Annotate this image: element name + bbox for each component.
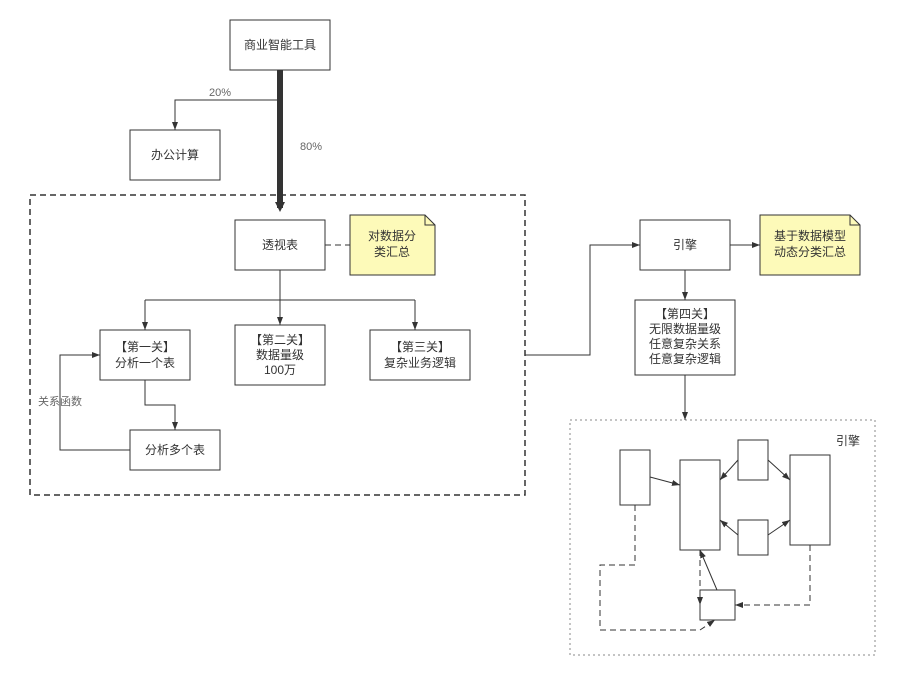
- sub-edge-5: [768, 520, 790, 535]
- sub-edge-3: [768, 460, 790, 480]
- sub-edge-4: [720, 520, 738, 535]
- sub-box-3: [738, 520, 768, 555]
- node-lvl1: [100, 330, 190, 380]
- sub-edge-1: [650, 477, 680, 485]
- sub-label: 引擎: [836, 433, 860, 448]
- edge-label-80: 80%: [300, 141, 322, 153]
- node-lvl4-line1: 【第四关】: [655, 307, 715, 321]
- node-multi-label: 分析多个表: [145, 443, 205, 457]
- node-lvl4-line4: 任意复杂逻辑: [649, 351, 721, 366]
- node-lvl4-line3: 任意复杂关系: [649, 336, 721, 351]
- node-lvl1-line1: 【第一关】: [115, 340, 175, 354]
- node-top-label: 商业智能工具: [244, 37, 316, 52]
- note-1-line2: 类汇总: [374, 245, 410, 259]
- sub-box-0: [620, 450, 650, 505]
- node-lvl4-line2: 无限数据量级: [649, 321, 721, 336]
- sub-box-4: [790, 455, 830, 545]
- node-lvl2-line1: 【第二关】: [250, 333, 310, 347]
- edge-label-20: 20%: [209, 87, 231, 99]
- edge-group-engine: [525, 245, 640, 355]
- note-2-line2: 动态分类汇总: [774, 245, 846, 259]
- node-lvl2-line3: 100万: [264, 363, 296, 377]
- flowchart-canvas: 商业智能工具 办公计算 20% 80% 透视表 对数据分 类汇总 【第一关】 分…: [0, 0, 912, 695]
- node-lvl1-line2: 分析一个表: [115, 356, 175, 370]
- node-pivot-label: 透视表: [262, 237, 298, 252]
- node-engine-label: 引擎: [673, 237, 697, 252]
- edge-top-office: [175, 70, 280, 130]
- node-lvl3: [370, 330, 470, 380]
- node-lvl3-line2: 复杂业务逻辑: [384, 355, 456, 370]
- sub-edge-2: [720, 460, 738, 480]
- node-office-label: 办公计算: [151, 147, 199, 162]
- node-lvl3-line1: 【第三关】: [390, 340, 450, 354]
- node-lvl2-line2: 数据量级: [256, 347, 304, 362]
- relfn-label: 关系函数: [38, 394, 82, 408]
- note-1-line1: 对数据分: [368, 228, 416, 243]
- sub-box-5: [700, 590, 735, 620]
- sub-edge-6: [700, 550, 717, 590]
- edge-lvl1-multi: [145, 380, 175, 430]
- sub-box-1: [680, 460, 720, 550]
- note-2-line1: 基于数据模型: [774, 228, 846, 243]
- sub-box-2: [738, 440, 768, 480]
